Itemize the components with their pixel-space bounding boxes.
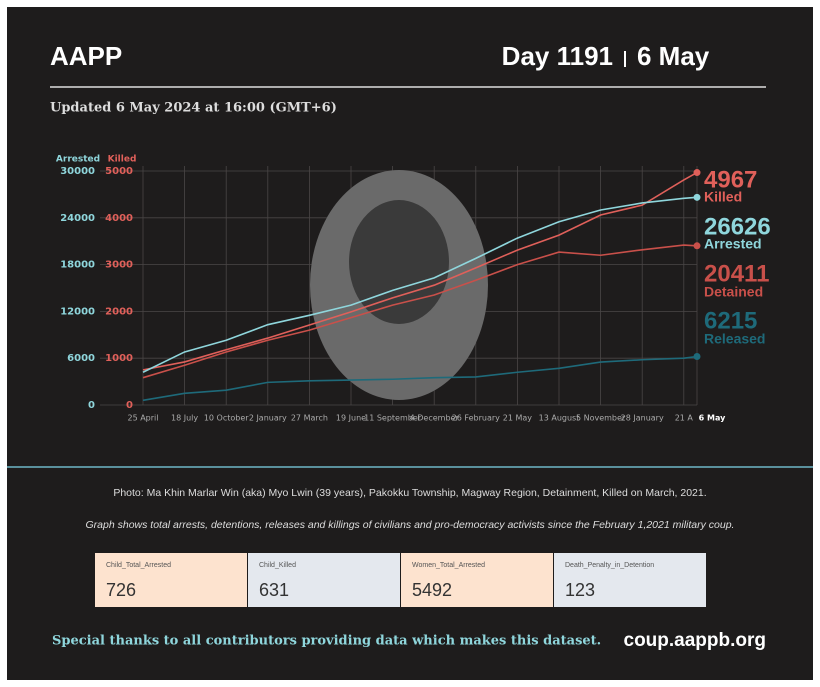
x-tick-label: 25 April [127,414,158,423]
x-tick-label: 18 July [171,414,198,423]
series-line [142,196,698,373]
x-tick-label: 13 August [539,414,580,423]
y2-tick-label: 4000 [105,213,133,224]
y-tick-label: 6000 [67,353,95,364]
series-line [142,171,698,371]
y2-tick-label: 3000 [105,260,133,271]
stat-value: 631 [259,580,290,600]
end-point [693,353,701,361]
end-value-label: 20411 [704,260,769,287]
series-line [142,244,698,379]
stat-label: Death_Penalty_in_Detention [565,562,655,569]
end-value-label: 26626 [704,213,771,240]
x-tick-label: 19 June [336,414,366,423]
url: coup.aappb.org [624,630,767,651]
end-point [693,242,701,250]
y-axis-label: Arrested [56,155,100,165]
stat-card: Child_Total_Arrested 726 [95,553,247,607]
brand: AAPP [50,41,122,71]
thanks: Special thanks to all contributors provi… [52,634,601,649]
photo-caption: Photo: Ma Khin Marlar Win (aka) Myo Lwin… [113,487,706,499]
x-tick-label: 27 March [291,414,328,423]
end-value-label: 6215 [704,307,757,334]
y2-tick-label: 5000 [105,166,133,177]
x-tick-label: 10 October [204,414,249,423]
y2-axis-label: Killed [108,155,137,165]
legend-label: Released [704,331,765,347]
x-tick-label: 21 May [503,414,533,423]
x-tick-label: 6 May [699,414,726,423]
y2-tick-label: 2000 [105,306,133,317]
y2-tick-label: 0 [126,400,133,411]
x-tick-label: 11 September [364,414,422,423]
y-tick-label: 18000 [60,260,95,271]
stat-value: 123 [565,580,596,600]
photo-face [349,200,449,324]
stat-label: Child_Killed [259,562,296,569]
updated: Updated 6 May 2024 at 16:00 (GMT+6) [50,101,337,116]
y-tick-label: 30000 [60,166,95,177]
y-tick-label: 12000 [60,306,95,317]
end-point [693,193,701,201]
legend-label: Detained [704,284,763,300]
stat-value: 726 [106,580,137,600]
y2-tick-label: 1000 [105,353,133,364]
y-tick-label: 24000 [60,213,95,224]
stat-card: Death_Penalty_in_Detention 123 [554,553,706,607]
day-count: Day 1191 [502,41,613,71]
end-value-label: 4967 [704,166,757,193]
legend-label: Killed [704,189,742,205]
x-tick-label: 26 February [452,414,500,423]
end-point [693,169,701,177]
stat-label: Child_Total_Arrested [106,562,171,569]
x-tick-label: 21 A [675,414,694,423]
stat-value: 5492 [412,580,453,600]
legend-label: Arrested [704,236,762,252]
graph-caption: Graph shows total arrests, detentions, r… [86,519,735,531]
x-tick-label: 4 December [410,414,460,423]
y-tick-label: 0 [88,400,95,411]
stat-label: Women_Total_Arrested [412,562,486,569]
date: 6 May [637,41,710,71]
stat-card: Child_Killed 631 [248,553,400,607]
x-tick-label: 5 November [576,414,626,423]
x-tick-label: 28 January [621,414,664,423]
x-tick-label: 2 January [249,414,287,423]
stat-card: Women_Total_Arrested 5492 [401,553,553,607]
series-line [142,355,698,402]
